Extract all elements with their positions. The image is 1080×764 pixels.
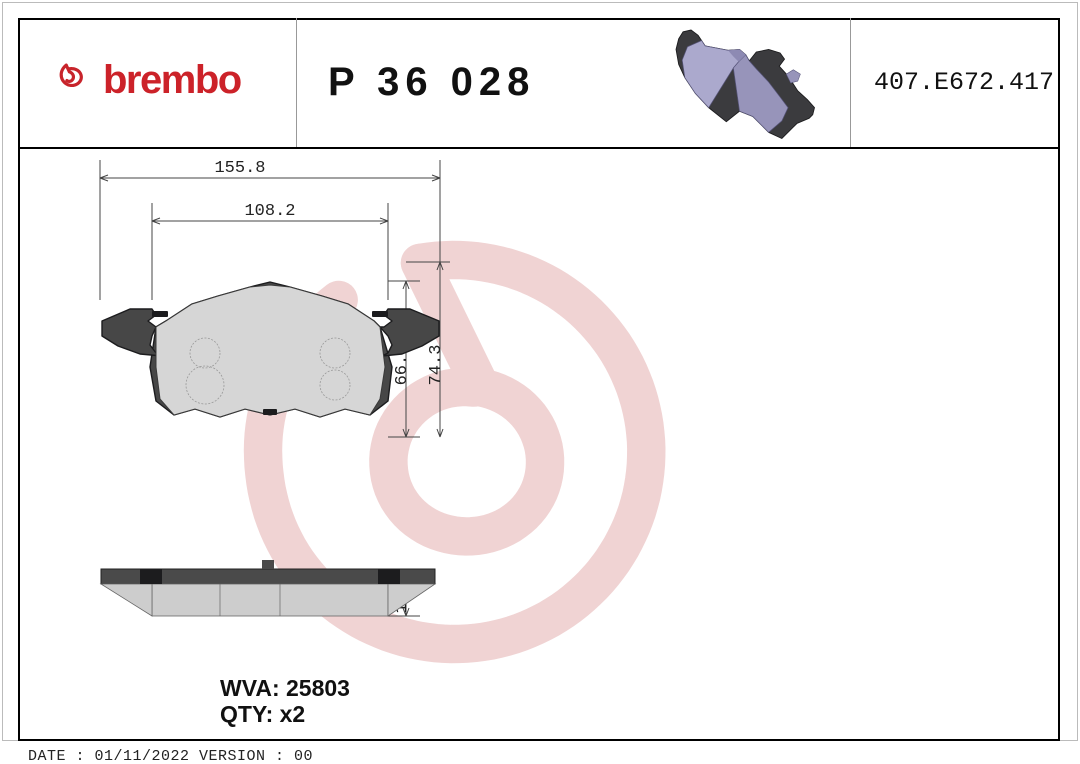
svg-text:74.3: 74.3 bbox=[427, 345, 446, 386]
svg-text:WVA: 25803: WVA: 25803 bbox=[220, 675, 350, 701]
svg-text:155.8: 155.8 bbox=[214, 159, 265, 178]
svg-text:QTY: x2: QTY: x2 bbox=[220, 701, 305, 727]
svg-text:108.2: 108.2 bbox=[244, 202, 295, 221]
